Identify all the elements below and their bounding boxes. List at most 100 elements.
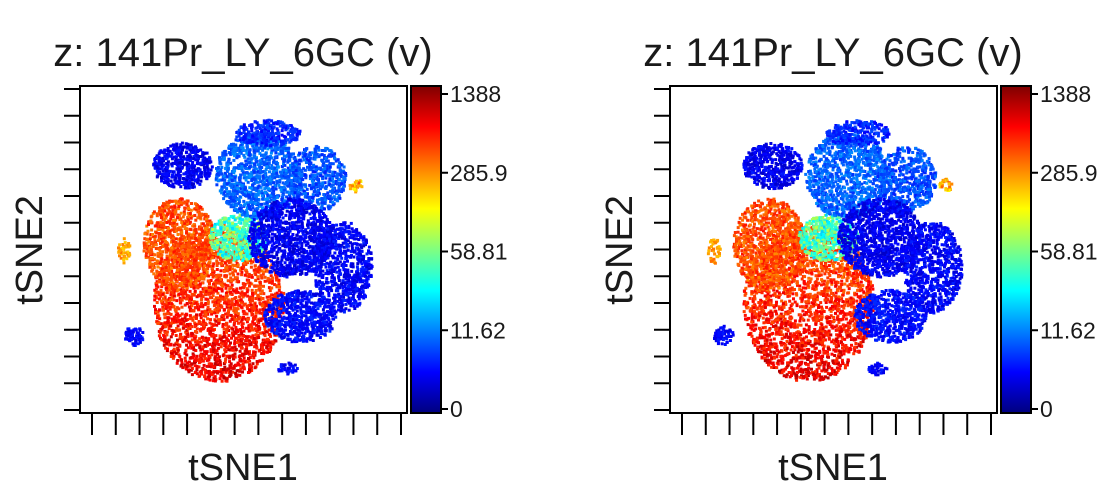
scatter-point	[238, 359, 242, 363]
scatter-point	[222, 191, 226, 195]
scatter-point	[169, 335, 173, 339]
scatter-point	[250, 215, 254, 219]
scatter-point	[229, 260, 233, 264]
scatter-point	[194, 229, 198, 232]
scatter-point	[177, 353, 181, 357]
scatter-point	[238, 151, 242, 155]
scatter-point	[213, 356, 217, 360]
scatter-point	[148, 265, 152, 269]
scatter-point	[233, 178, 237, 182]
scatter-point	[221, 323, 225, 326]
scatter-point	[152, 257, 156, 261]
scatter-point	[161, 250, 165, 254]
scatter-point	[189, 284, 193, 288]
scatter-point	[232, 357, 235, 361]
scatter-point	[210, 322, 214, 326]
scatter-point	[256, 319, 260, 323]
scatter-point	[240, 164, 244, 168]
scatter-point	[221, 368, 225, 371]
scatter-point	[249, 265, 253, 269]
scatter-point	[281, 181, 285, 185]
scatter-point	[224, 256, 228, 260]
scatter-point	[205, 232, 209, 236]
scatter-point	[336, 196, 340, 200]
scatter-point	[319, 182, 323, 186]
scatter-point	[237, 197, 240, 201]
scatter-point	[207, 292, 211, 296]
scatter-point	[204, 227, 208, 231]
scatter-point	[242, 316, 245, 319]
scatter-point	[187, 232, 191, 236]
scatter-point	[198, 337, 202, 341]
scatter-point	[264, 168, 268, 171]
scatter-point	[186, 327, 190, 331]
scatter-point	[266, 166, 270, 169]
scatter-point	[231, 267, 234, 271]
scatter-point	[190, 241, 194, 245]
scatter-point	[240, 168, 244, 172]
scatter-point	[209, 291, 213, 295]
scatter-point	[253, 350, 257, 354]
scatter-point	[156, 265, 160, 269]
scatter-point	[170, 280, 174, 284]
scatter-point	[256, 275, 260, 279]
scatter-point	[255, 174, 259, 178]
scatter-point	[155, 214, 159, 218]
scatter-point	[264, 182, 268, 186]
scatter-point	[244, 269, 248, 273]
scatter-point	[187, 275, 191, 279]
scatter-point	[243, 210, 247, 214]
scatter-point	[288, 173, 292, 177]
scatter-point	[244, 263, 248, 266]
scatter-point	[170, 295, 174, 299]
scatter-point	[179, 260, 183, 264]
scatter-point	[217, 173, 221, 177]
scatter-point	[240, 267, 244, 271]
scatter-point	[153, 298, 157, 302]
scatter-point	[225, 182, 229, 186]
scatter-point	[229, 307, 233, 311]
scatter-point	[254, 148, 258, 152]
scatter-point	[223, 343, 227, 347]
scatter-point	[191, 257, 194, 261]
scatter-point	[178, 343, 182, 347]
scatter-point	[254, 170, 258, 174]
scatter-point	[218, 361, 222, 364]
scatter-point	[256, 284, 260, 288]
scatter-point	[156, 247, 160, 251]
scatter-point	[222, 308, 226, 312]
scatter-point	[234, 146, 238, 150]
scatter-point	[222, 238, 226, 242]
scatter-point	[275, 173, 279, 177]
scatter-point	[200, 273, 204, 277]
scatter-point	[235, 363, 239, 367]
scatter-point	[240, 233, 244, 237]
scatter-point	[212, 304, 216, 308]
scatter-point	[204, 368, 208, 372]
scatter-point	[176, 324, 180, 328]
scatter-point	[229, 222, 233, 226]
scatter-point	[257, 319, 261, 323]
scatter-point	[220, 372, 224, 376]
scatter-point	[179, 298, 183, 302]
scatter-point	[238, 182, 242, 186]
scatter-point	[249, 343, 253, 346]
scatter-point	[221, 250, 225, 254]
scatter-point	[332, 154, 336, 158]
scatter-point	[292, 184, 296, 188]
scatter-point	[234, 216, 238, 220]
scatter-point	[159, 220, 163, 224]
scatter-point	[287, 191, 291, 195]
scatter-point	[220, 185, 224, 189]
scatter-point	[189, 317, 192, 321]
scatter-point	[245, 274, 249, 278]
scatter-point	[239, 343, 243, 347]
scatter-point	[245, 250, 249, 254]
scatter-point	[212, 282, 215, 286]
scatter-point	[199, 352, 203, 356]
scatter-point	[257, 310, 261, 314]
scatter-point	[170, 258, 174, 262]
scatter-point	[232, 182, 236, 186]
scatter-point	[303, 195, 307, 199]
scatter-point	[170, 221, 174, 225]
